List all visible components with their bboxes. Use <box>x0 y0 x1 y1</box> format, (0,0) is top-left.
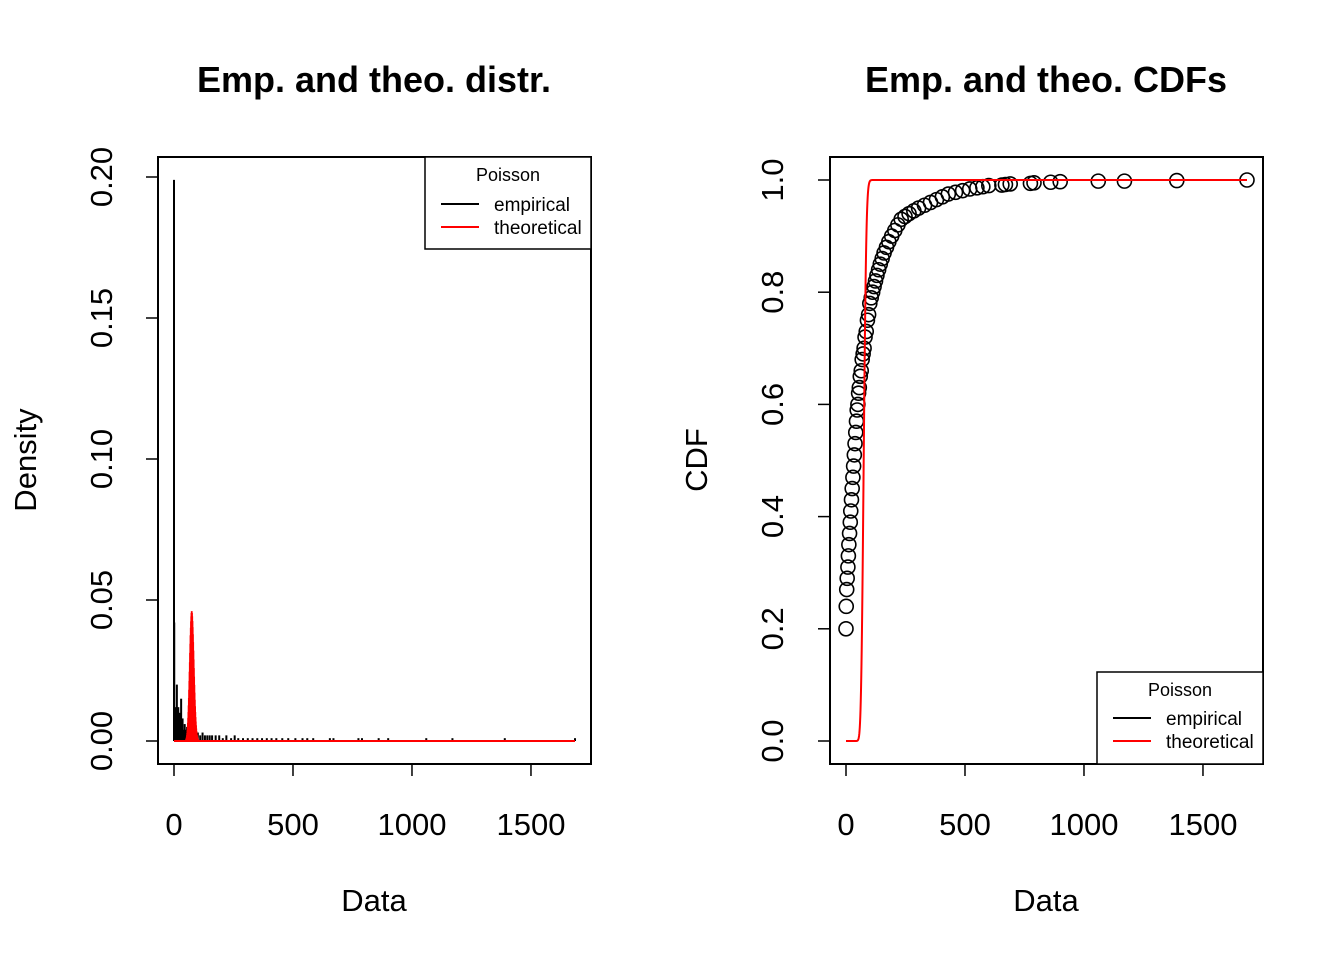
cdf-legend-empirical-label: empirical <box>1166 709 1242 730</box>
cdf-empirical-point <box>866 278 882 295</box>
cdf-empirical-point <box>847 424 864 441</box>
cdf-empirical-point <box>846 447 863 463</box>
cdf-empirical-point <box>850 385 867 401</box>
cdf-y-tick-label: 0.8 <box>755 271 790 314</box>
cdf-legend-title: Poisson <box>1148 680 1212 700</box>
cdf-empirical-point <box>842 514 859 531</box>
cdf-empirical-point <box>940 186 957 202</box>
cdf-x-tick-label: 500 <box>939 807 991 842</box>
cdf-y-tick-label: 0.6 <box>755 383 790 426</box>
cdf-legend-theoretical-label: theoretical <box>1166 732 1254 753</box>
density-legend-theoretical-label: theoretical <box>494 218 582 239</box>
cdf-empirical-point <box>863 290 880 306</box>
density-y-tick-label: 0.10 <box>84 429 119 489</box>
cdf-chart-title: Emp. and theo. CDFs <box>865 59 1227 100</box>
cdf-x-axis-label: Data <box>1013 883 1079 918</box>
cdf-empirical-point <box>861 295 878 312</box>
density-y-tick-label: 0.15 <box>84 288 119 348</box>
cdf-empirical-point <box>845 469 861 486</box>
density-x-tick-label: 0 <box>165 807 182 842</box>
cdf-empirical-point <box>893 211 910 228</box>
cdf-empirical-point <box>845 458 862 474</box>
density-x-tick-label: 500 <box>267 807 319 842</box>
cdf-empirical-point <box>980 177 997 194</box>
cdf-empirical-point <box>858 323 875 340</box>
density-panel: Emp. and theo. distr. Data Density 0 500 1… <box>8 59 592 918</box>
density-x-tick-label: 1000 <box>377 807 446 842</box>
density-x-axis-label: Data <box>341 883 407 918</box>
cdf-x-tick-label: 1500 <box>1168 807 1237 842</box>
cdf-empirical-point <box>1116 173 1133 189</box>
density-y-tick-label: 0.05 <box>84 570 119 630</box>
cdf-empirical-point <box>842 503 859 519</box>
cdf-x-tick-label: 1000 <box>1049 807 1118 842</box>
density-y-tick-label: 0.20 <box>84 147 119 207</box>
cdf-y-tick-label: 0.0 <box>755 719 790 762</box>
cdf-empirical-point <box>1026 175 1042 191</box>
cdf-empirical-point <box>954 182 971 199</box>
cdf-empirical-point <box>844 480 860 497</box>
density-y-tick-label: 0.00 <box>84 711 119 771</box>
cdf-empirical-point <box>1042 174 1059 191</box>
cdf-panel: Emp. and theo. CDFs Data CDF 0 500 1000 150… <box>679 59 1264 918</box>
cdf-empirical-point <box>1052 173 1068 190</box>
cdf-empirical-point <box>838 620 854 637</box>
cdf-empirical-point <box>867 273 884 289</box>
density-chart-title: Emp. and theo. distr. <box>197 59 551 100</box>
cdf-empirical-point <box>840 548 857 564</box>
cdf-empirical-point <box>847 435 863 452</box>
cdf-y-tick-label: 0.2 <box>755 607 790 650</box>
cdf-empirical-point <box>853 362 870 379</box>
density-legend-title: Poisson <box>476 165 540 185</box>
cdf-theoretical-line <box>846 179 1247 742</box>
cdf-empirical-point <box>1090 173 1107 189</box>
cdf-empirical-point <box>840 559 856 575</box>
cdf-empirical-point <box>839 570 855 587</box>
cdf-empirical-point <box>854 351 870 368</box>
cdf-empirical-point <box>947 184 964 201</box>
cdf-y-tick-label: 1.0 <box>755 158 790 201</box>
cdf-empirical-point <box>860 306 877 323</box>
cdf-empirical-point <box>859 312 876 329</box>
cdf-empirical-point <box>1002 176 1019 192</box>
cdf-empirical-point <box>851 379 868 396</box>
density-x-tick-label: 1500 <box>496 807 565 842</box>
cdf-y-axis-label: CDF <box>679 428 714 492</box>
cdf-y-tick-label: 0.4 <box>755 495 790 538</box>
density-y-axis-label: Density <box>8 408 43 512</box>
density-legend: Poisson empirical theoretical <box>424 156 592 250</box>
cdf-empirical-point <box>997 176 1014 193</box>
cdf-x-tick-label: 0 <box>837 807 854 842</box>
cdf-empirical-point <box>852 368 869 385</box>
cdf-empirical-point <box>838 598 855 615</box>
cdf-empirical-point <box>841 536 857 553</box>
cdf-empirical-point <box>841 525 858 542</box>
cdf-legend: Poisson empirical theoretical <box>1096 671 1264 765</box>
cdf-empirical-point <box>843 491 860 508</box>
density-legend-empirical-label: empirical <box>494 195 570 216</box>
cdf-empirical-point <box>855 346 871 362</box>
cdf-empirical-point <box>838 581 855 598</box>
cdf-empirical-point <box>897 208 913 225</box>
